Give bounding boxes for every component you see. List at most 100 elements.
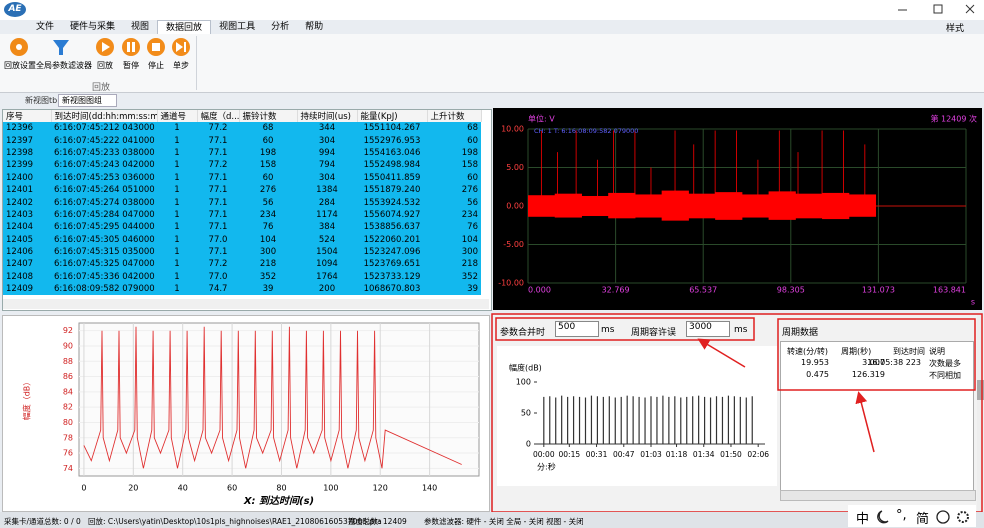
view-tab[interactable]: 新视图tb bbox=[25, 96, 58, 105]
ime-lang[interactable]: 中 bbox=[856, 512, 870, 527]
signal-band bbox=[768, 191, 796, 220]
table-cell: 1 bbox=[157, 122, 197, 135]
column-header: 幅度（d... bbox=[197, 110, 240, 122]
table-cell: 60 bbox=[427, 134, 481, 147]
bar bbox=[602, 396, 604, 444]
merge-input[interactable]: 500 bbox=[555, 321, 599, 337]
column-header: 说明 bbox=[929, 347, 945, 356]
h-scrollbar[interactable] bbox=[780, 490, 976, 501]
menu-bar: 文件 硬件与采集 视图 数据回放 视图工具 分析 帮助 bbox=[28, 20, 331, 34]
table-row: 12402 6:16:07:45:274 038000 1 77.1 56 284 1553… bbox=[3, 196, 481, 209]
table-cell: 77.1 bbox=[197, 183, 239, 197]
table-cell: 300 bbox=[239, 245, 297, 259]
table-row: 12409 6:16:08:09:582 079000 1 74.7 39 200 1068… bbox=[3, 283, 481, 296]
style-menu[interactable]: 样式 bbox=[946, 24, 965, 34]
app-logo[interactable]: AE bbox=[4, 2, 26, 17]
table-cell: 16:05:38 223 bbox=[867, 358, 921, 367]
table-cell: 39 bbox=[427, 283, 481, 296]
bar bbox=[626, 395, 628, 444]
table-cell: 6:16:07:45:325 047000 bbox=[51, 258, 157, 271]
bar bbox=[590, 395, 593, 444]
pause-icon[interactable] bbox=[122, 38, 140, 56]
table-cell: 6:16:07:45:212 043000 bbox=[51, 122, 157, 135]
title-bar bbox=[0, 0, 984, 20]
ribbon-button[interactable]: 回放设置 bbox=[4, 61, 36, 70]
column-header: 序号 bbox=[3, 110, 52, 122]
ime-icons[interactable] bbox=[874, 508, 974, 526]
table-row: 12407 6:16:07:45:325 047000 1 77.2 218 1094 15… bbox=[3, 258, 481, 271]
menu-item[interactable]: 数据回放 bbox=[157, 20, 212, 34]
table-row: 12405 6:16:07:45:305 046000 1 77.0 104 524 152… bbox=[3, 233, 481, 246]
table-cell: 1 bbox=[157, 221, 197, 234]
tolerance-input[interactable]: 3000 bbox=[686, 321, 730, 337]
ribbon-button[interactable]: 暂停 bbox=[123, 61, 139, 70]
table-cell: 68 bbox=[239, 122, 297, 135]
table-cell: 12406 bbox=[3, 245, 51, 259]
table-row: 12398 6:16:07:45:233 038000 1 77.1 198 994 155… bbox=[3, 146, 481, 160]
table-cell: 60 bbox=[239, 134, 297, 147]
table-cell: 1 bbox=[157, 196, 197, 209]
hit-table-panel: 序号 到达时间(dd:hh:mm:ss:m... 通道号 幅度（d... 振铃计数 持续时… bbox=[2, 109, 492, 311]
table-cell: 1 bbox=[157, 208, 197, 222]
signal-band bbox=[741, 194, 770, 218]
x-tick-label: 01:03 bbox=[640, 450, 662, 459]
table-cell: 12404 bbox=[3, 221, 51, 234]
bar bbox=[668, 396, 670, 444]
ribbon-button[interactable]: 停止 bbox=[148, 61, 164, 70]
table-cell: 1 bbox=[157, 233, 197, 246]
table-cell: 1538856.637 bbox=[357, 221, 427, 234]
table-cell: 1 bbox=[157, 258, 197, 271]
menu-item[interactable]: 视图工具 bbox=[219, 22, 256, 32]
view-tab-active[interactable]: 新视图图组 bbox=[58, 94, 117, 107]
table-row: 12399 6:16:07:45:243 042000 1 77.2 158 794 155… bbox=[3, 159, 481, 172]
filter-icon[interactable] bbox=[53, 40, 69, 55]
x-unit: s bbox=[971, 298, 975, 307]
status-bar bbox=[0, 512, 984, 528]
table-row: 12403 6:16:07:45:284 047000 1 77.1 234 1174 15… bbox=[3, 208, 481, 222]
table-cell: 77.2 bbox=[197, 159, 239, 172]
bar bbox=[715, 396, 718, 444]
x-tick-label: 60 bbox=[227, 484, 237, 493]
bar bbox=[555, 397, 557, 444]
table-cell: 276 bbox=[427, 183, 481, 197]
menu-item[interactable]: 文件 bbox=[36, 22, 55, 32]
bar bbox=[680, 397, 682, 444]
table-cell: 1068670.803 bbox=[357, 283, 427, 296]
x-tick-label: 100 bbox=[323, 484, 338, 493]
tolerance-unit: ms bbox=[734, 325, 748, 335]
tolerance-label: 周期容许误 bbox=[631, 328, 677, 338]
time-chart: 74 76 78 80 82 84 86 88 90 92 0 20 40 60 80 100 120 140 幅度… bbox=[2, 315, 490, 512]
menu-item[interactable]: 视图 bbox=[131, 22, 150, 32]
signal-band bbox=[581, 195, 609, 217]
table-cell: 1 bbox=[157, 159, 197, 172]
table-cell: 234 bbox=[427, 208, 481, 222]
menu-item[interactable]: 分析 bbox=[271, 22, 290, 32]
table-cell: 384 bbox=[297, 221, 357, 234]
table-row: 12404 6:16:07:45:295 044000 1 77.1 76 384 1538… bbox=[3, 221, 481, 234]
window-controls[interactable] bbox=[890, 0, 984, 20]
x-tick-label: 0 bbox=[81, 484, 86, 493]
ribbon-button[interactable]: 回放 bbox=[97, 61, 113, 70]
ribbon-button[interactable]: 单步 bbox=[173, 61, 189, 70]
table-cell: 不同相加 bbox=[929, 371, 961, 380]
bar bbox=[650, 396, 652, 444]
bar bbox=[572, 396, 575, 444]
table-cell: 198 bbox=[239, 146, 297, 160]
h-scrollbar[interactable] bbox=[3, 299, 489, 309]
bar bbox=[620, 396, 622, 444]
x-tick-label: 80 bbox=[276, 484, 286, 493]
ime-simplified[interactable]: 简 bbox=[916, 512, 930, 527]
menu-item[interactable]: 硬件与采集 bbox=[70, 22, 116, 32]
ribbon-button[interactable]: 全局参数滤波器 bbox=[36, 61, 92, 70]
table-cell: 12399 bbox=[3, 159, 51, 172]
table-cell: 76 bbox=[427, 221, 481, 234]
ime-punct[interactable]: °, bbox=[896, 508, 907, 523]
unit-label: 单位: V bbox=[528, 114, 555, 124]
table-cell: 1 bbox=[157, 134, 197, 147]
bar bbox=[721, 396, 724, 444]
menu-item[interactable]: 帮助 bbox=[305, 22, 324, 32]
x-tick-label: 120 bbox=[373, 484, 388, 493]
bar bbox=[674, 396, 676, 444]
v-scrollbar[interactable] bbox=[977, 315, 984, 511]
table-cell: 77.1 bbox=[197, 171, 239, 184]
